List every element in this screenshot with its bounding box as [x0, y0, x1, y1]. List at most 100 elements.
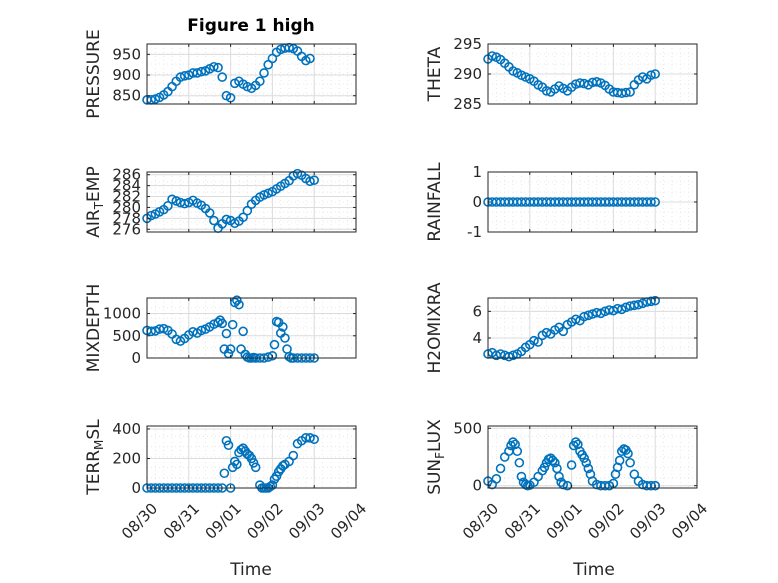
data-point — [621, 87, 631, 98]
data-point — [282, 344, 292, 354]
y-axis-label: PRESSURE — [84, 29, 104, 118]
data-point — [547, 455, 558, 466]
data-point — [623, 448, 633, 459]
y-axis-label: AIRTEMP — [84, 166, 106, 237]
data-point — [267, 350, 278, 361]
data-point — [292, 168, 303, 179]
data-point — [179, 198, 190, 209]
data-point — [570, 437, 581, 447]
data-point — [646, 296, 656, 307]
y-tick-label: 0 — [131, 479, 141, 497]
data-point — [579, 311, 589, 322]
y-tick-label: 200 — [112, 449, 141, 467]
data-point — [217, 72, 228, 82]
y-tick-label: 900 — [112, 66, 141, 84]
data-point — [255, 76, 265, 87]
y-tick-label: 276 — [112, 220, 141, 238]
data-point — [614, 455, 625, 466]
data-point — [167, 194, 177, 205]
y-tick-label: 0 — [131, 349, 141, 367]
data-point — [554, 471, 564, 482]
data-point — [305, 53, 315, 64]
data-point — [529, 335, 539, 346]
y-tick-label: 950 — [112, 45, 141, 63]
data-point — [516, 471, 527, 482]
x-tick-label: 09/01 — [543, 500, 586, 543]
data-point — [288, 450, 299, 461]
data-point — [491, 474, 502, 484]
data-point — [583, 310, 594, 321]
data-point — [650, 295, 661, 306]
y-axis-label: THETA — [425, 46, 445, 102]
data-point — [309, 434, 320, 445]
subplot-pressure: 850 900 950 PRESSURE — [84, 29, 357, 119]
data-point — [600, 480, 610, 491]
figure-title: Figure 1 high — [187, 16, 315, 36]
data-point — [646, 70, 656, 80]
data-point — [558, 479, 569, 490]
axes-box — [146, 425, 357, 489]
data-point — [633, 299, 644, 310]
data-point — [650, 69, 661, 79]
data-point — [278, 322, 288, 332]
data-point — [163, 201, 173, 211]
axes-box — [487, 425, 698, 489]
data-point — [196, 66, 207, 77]
data-point — [242, 205, 253, 216]
x-tick-label: 08/30 — [459, 500, 502, 543]
data-point — [225, 344, 236, 354]
y-axis-label: H2OMIXRA — [425, 282, 445, 373]
data-point — [232, 459, 242, 470]
data-point — [629, 469, 640, 480]
data-point — [646, 197, 656, 207]
x-tick-label: 08/31 — [160, 500, 203, 543]
y-axis-label: MIXDEPTH — [84, 284, 104, 373]
data-point — [204, 208, 215, 218]
data-point — [512, 446, 523, 457]
data-point — [583, 463, 594, 474]
data-point — [192, 68, 202, 78]
data-point — [541, 327, 552, 338]
y-tick-label: 278 — [112, 209, 141, 227]
y-tick-label: 4 — [472, 329, 482, 347]
data-point — [650, 197, 661, 207]
y-tick-label: 6 — [472, 302, 482, 320]
data-point — [221, 214, 232, 225]
data-point — [558, 326, 569, 337]
y-tick-label: 500 — [112, 327, 141, 345]
y-tick-label: 1000 — [103, 305, 141, 323]
data-point — [175, 72, 186, 82]
data-point — [625, 87, 635, 97]
data-point — [263, 188, 274, 199]
x-tick-label: 09/04 — [668, 500, 711, 543]
data-point — [539, 462, 550, 473]
data-point — [504, 351, 514, 362]
y-tick-label: 280 — [112, 198, 141, 216]
y-tick-label: 850 — [112, 87, 141, 105]
x-tick-label: 09/03 — [285, 500, 328, 543]
data-point — [246, 453, 257, 464]
y-axis-label: TERRMSL — [84, 419, 106, 496]
data-point — [514, 457, 525, 468]
data-point — [309, 175, 320, 185]
axes-box — [487, 297, 698, 359]
data-point — [234, 299, 244, 310]
data-point — [305, 176, 315, 187]
data-point — [221, 328, 232, 339]
data-point — [495, 463, 506, 474]
y-tick-label: 0 — [472, 477, 482, 495]
subplot-rainfall: -1 0 1 RAINFALL — [425, 162, 698, 242]
y-tick-label: 400 — [112, 420, 141, 438]
y-tick-label: 295 — [453, 35, 482, 53]
data-point — [238, 326, 248, 337]
data-point — [271, 471, 282, 481]
data-point — [232, 295, 242, 306]
data-point — [171, 196, 182, 206]
y-tick-label: 1 — [472, 163, 482, 181]
y-axis-label: SUNFLUX — [425, 419, 447, 495]
subplot-h2omixra: 4 6 H2OMIXRA — [425, 282, 698, 374]
axes-box — [146, 171, 357, 233]
